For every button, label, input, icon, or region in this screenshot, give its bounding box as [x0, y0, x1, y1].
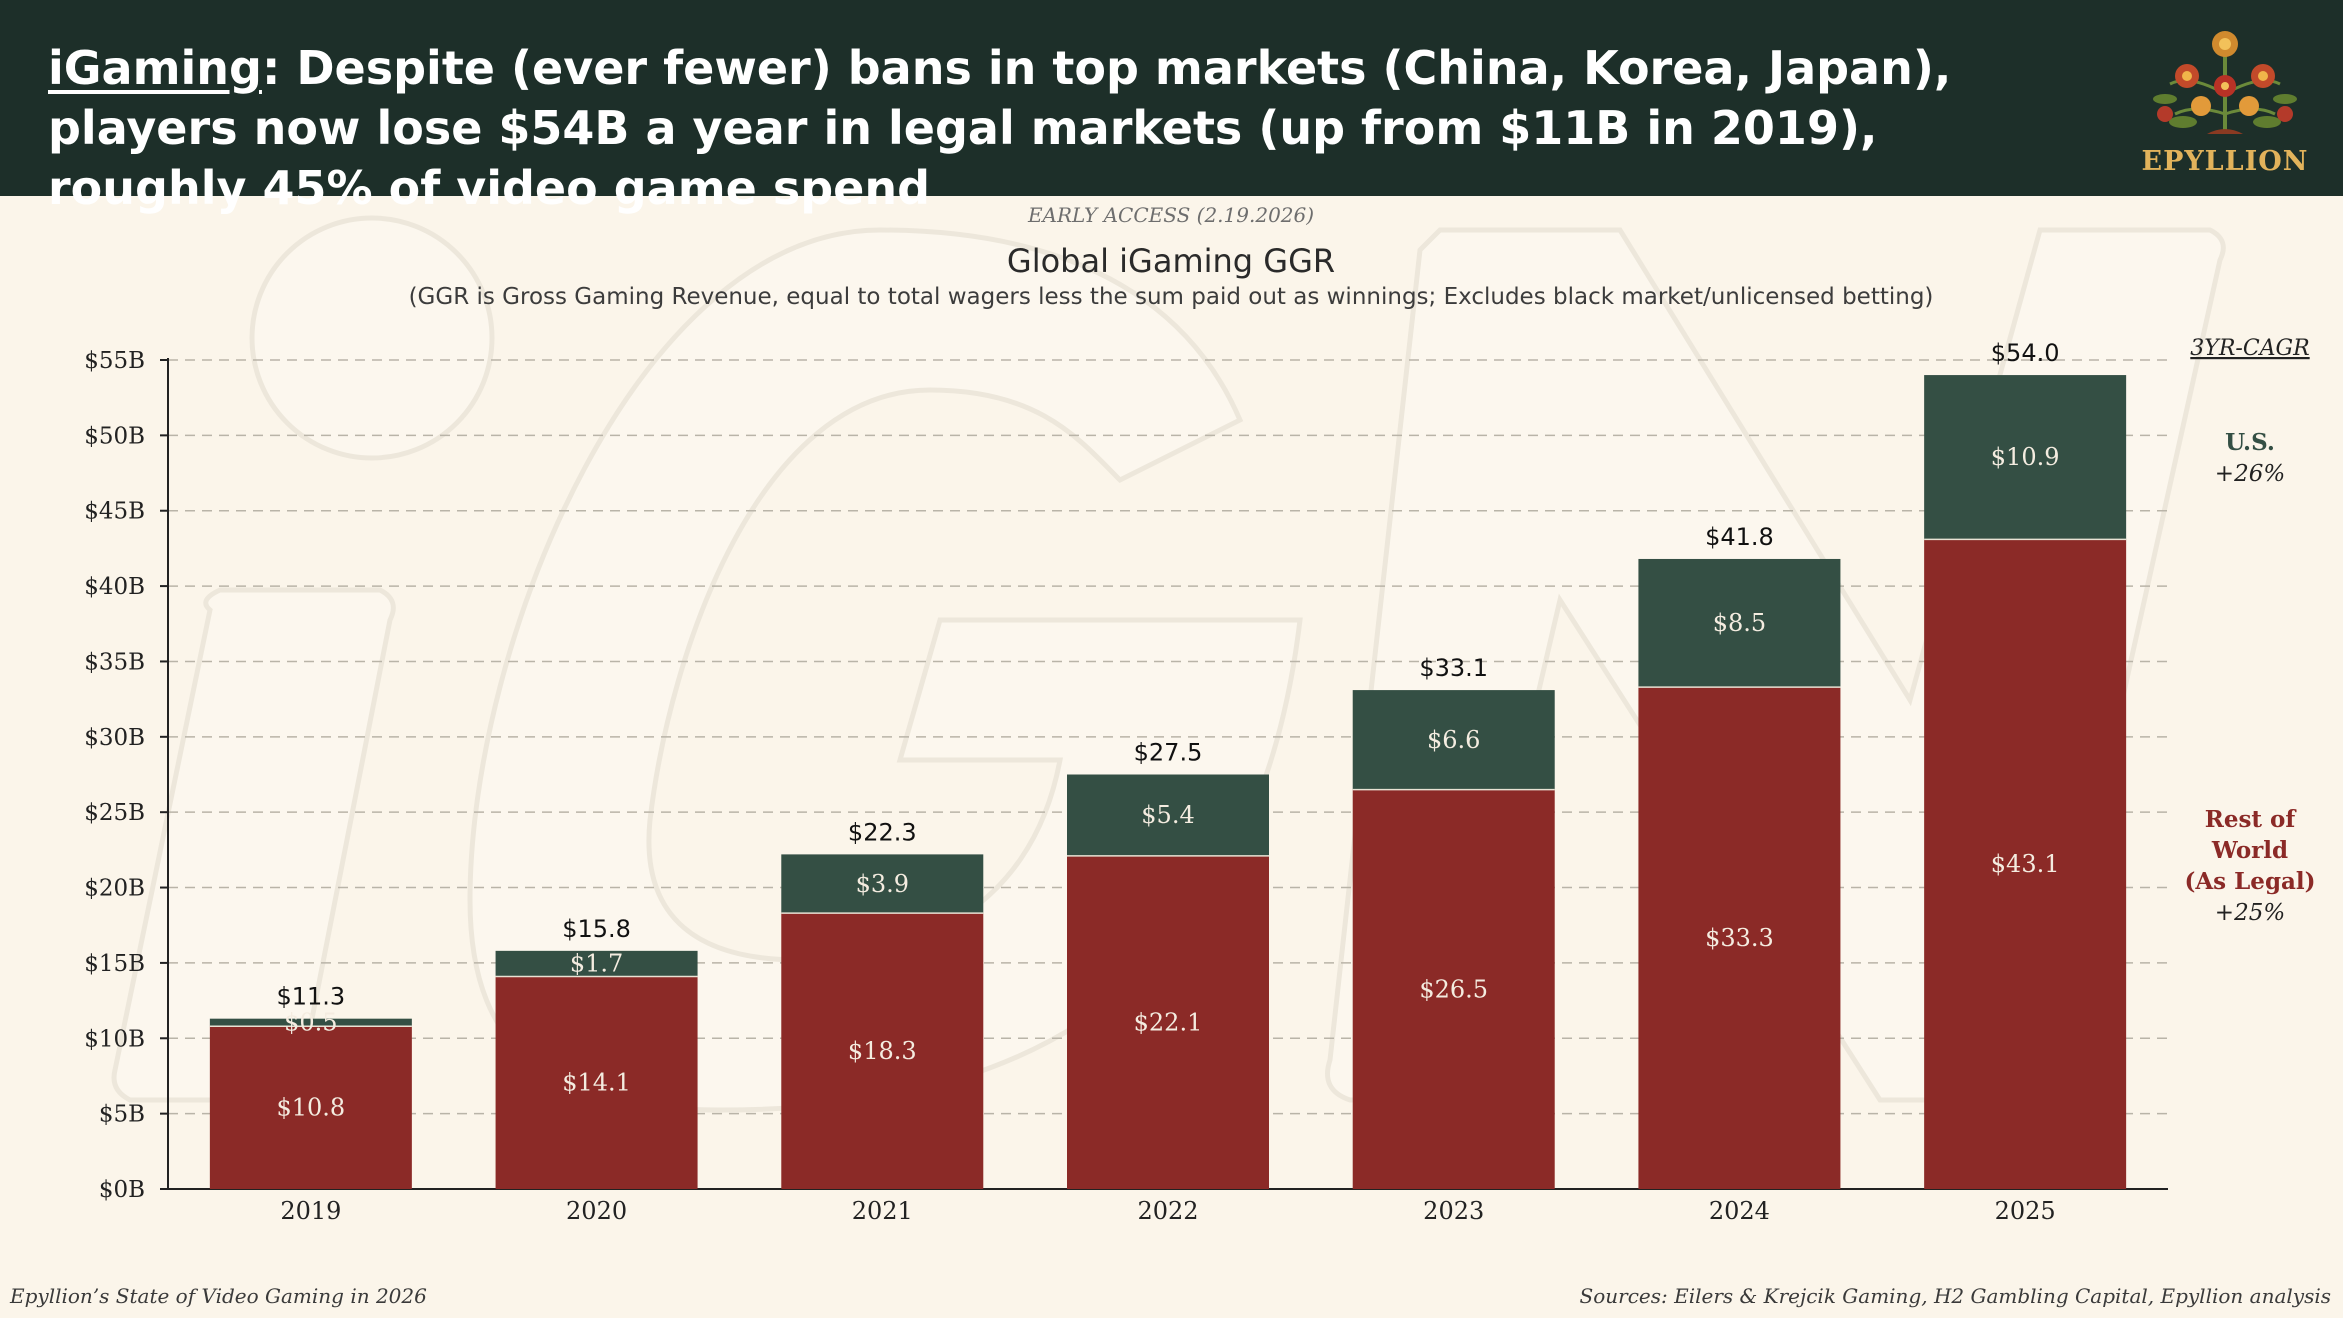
data-label-rest-of-world: $14.1 — [562, 1069, 631, 1097]
x-tick-label: 2019 — [280, 1197, 341, 1225]
data-label-us: $3.9 — [856, 870, 909, 898]
footer-left: Epyllion’s State of Video Gaming in 2026 — [10, 1284, 427, 1308]
headline-keyword: iGaming — [48, 41, 262, 95]
y-tick-label: $10B — [84, 1026, 145, 1052]
early-access-label: EARLY ACCESS (2.19.2026) — [1027, 203, 1314, 227]
x-tick-label: 2025 — [1995, 1197, 2056, 1225]
data-label-rest-of-world: $26.5 — [1419, 975, 1488, 1003]
data-label-rest-of-world: $10.8 — [276, 1094, 345, 1122]
data-label-rest-of-world: $18.3 — [848, 1037, 917, 1065]
y-tick-label: $40B — [84, 574, 145, 600]
y-tick-label: $20B — [84, 876, 145, 902]
legend-row-label-line1: Rest of — [2205, 806, 2298, 833]
legend-row-label-line2: World — [2211, 837, 2288, 864]
x-tick-label: 2023 — [1423, 1197, 1484, 1225]
x-tick-label: 2020 — [566, 1197, 627, 1225]
legend-us-cagr: +26% — [2215, 461, 2285, 487]
watermark-dot — [252, 218, 492, 458]
legend-row-cagr: +25% — [2215, 900, 2285, 926]
y-tick-label: $50B — [84, 423, 145, 449]
headline: iGaming: Despite (ever fewer) bans in to… — [48, 38, 2088, 218]
y-tick-label: $55B — [84, 348, 145, 374]
headline-text: : Despite (ever fewer) bans in top marke… — [48, 41, 1951, 215]
data-label-rest-of-world: $22.1 — [1134, 1008, 1203, 1036]
chart-subtitle: (GGR is Gross Gaming Revenue, equal to t… — [409, 284, 1934, 310]
x-tick-label: 2022 — [1137, 1197, 1198, 1225]
data-label-us: $8.5 — [1713, 609, 1766, 637]
footer-sources: Sources: Eilers & Krejcik Gaming, H2 Gam… — [1580, 1284, 2331, 1308]
igaming-ggr-chart: $0B $5B $10B $15B $20B $25B $30B $35B $40B $45B $5… — [0, 196, 2343, 1276]
data-label-total: $15.8 — [562, 915, 631, 943]
header-bar: iGaming: Despite (ever fewer) bans in to… — [0, 0, 2343, 196]
data-label-total: $33.1 — [1419, 654, 1488, 682]
data-label-us: $5.4 — [1141, 801, 1194, 829]
data-label-total: $22.3 — [848, 818, 917, 846]
chart-title: Global iGaming GGR — [1007, 242, 1335, 280]
data-label-total: $11.3 — [276, 983, 345, 1011]
y-tick-label: $0B — [99, 1177, 145, 1203]
y-tick-label: $15B — [84, 951, 145, 977]
data-label-us: $1.7 — [570, 950, 623, 978]
y-tick-label: $35B — [84, 649, 145, 675]
data-label-us: $10.9 — [1991, 443, 2060, 471]
y-tick-label: $45B — [84, 499, 145, 525]
data-label-us: $0.5 — [284, 1008, 337, 1036]
data-label-total: $54.0 — [1991, 339, 2060, 367]
y-tick-label: $30B — [84, 725, 145, 751]
logo-wordmark: EPYLLION — [2135, 146, 2315, 177]
x-tick-label: 2024 — [1709, 1197, 1770, 1225]
y-tick-label: $5B — [99, 1102, 145, 1128]
data-label-us: $6.6 — [1427, 726, 1480, 754]
x-tick-label: 2021 — [852, 1197, 913, 1225]
data-label-total: $41.8 — [1705, 523, 1774, 551]
data-label-rest-of-world: $33.3 — [1705, 924, 1774, 952]
y-tick-label: $25B — [84, 800, 145, 826]
data-label-total: $27.5 — [1134, 739, 1203, 767]
legend-us-label: U.S. — [2225, 429, 2275, 456]
legend-header: 3YR-CAGR — [2190, 336, 2309, 361]
data-label-rest-of-world: $43.1 — [1991, 850, 2060, 878]
legend-row-label-line3: (As Legal) — [2184, 868, 2315, 895]
